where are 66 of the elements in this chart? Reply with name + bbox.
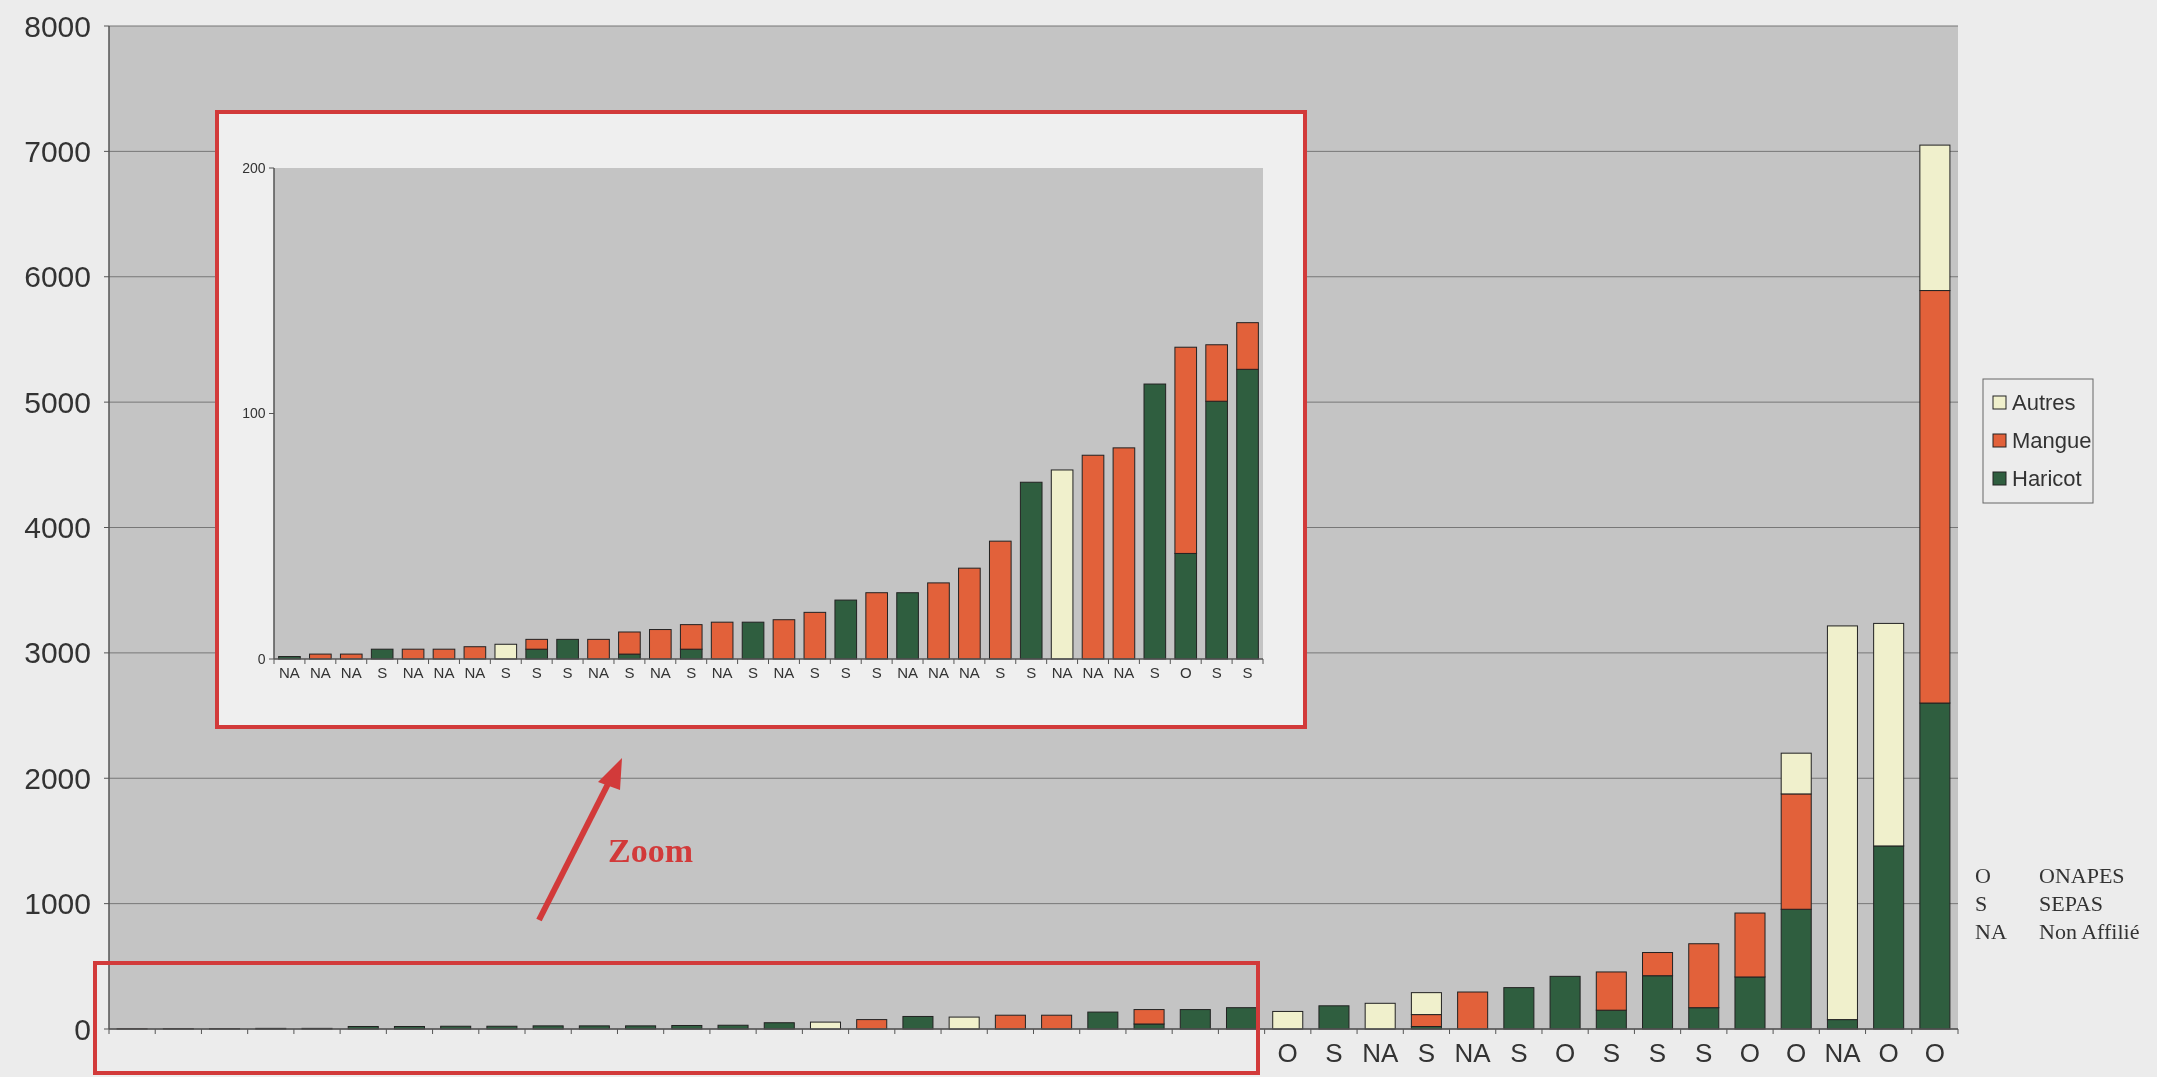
x-tick-label: NA [1051, 663, 1073, 681]
y-tick-label: 200 [242, 159, 266, 176]
x-tick-label: S [809, 663, 820, 681]
x-tick-label: S [624, 663, 635, 681]
x-tick-label: S [1149, 663, 1160, 681]
x-tick-label: S [531, 663, 542, 681]
x-tick-label: S [1211, 663, 1222, 681]
x-tick-label: S [748, 663, 759, 681]
x-tick-label: NA [433, 663, 455, 681]
x-tick-label: S [562, 663, 573, 681]
y-tick-label: 4000 [24, 511, 91, 544]
x-tick-label: NA [649, 663, 671, 681]
x-tick-label: S [840, 663, 851, 681]
x-tick-label: S [1242, 663, 1253, 681]
x-tick-label: NA [588, 663, 609, 681]
x-tick-label: S [871, 663, 882, 681]
x-tick-label: S [1510, 1037, 1528, 1068]
x-tick-label: NA [1362, 1037, 1399, 1068]
text: O ONAPES [1975, 863, 2125, 888]
y-tick-label: 100 [242, 405, 266, 422]
x-tick-label: S [1417, 1037, 1436, 1068]
y-tick-label: 0 [257, 650, 266, 667]
x-tick-label: S [1602, 1037, 1620, 1068]
x-tick-label: NA [897, 663, 918, 681]
x-tick-label: NA [1454, 1037, 1492, 1068]
y-tick-label: 3000 [24, 636, 91, 670]
x-tick-label: NA [340, 663, 362, 681]
x-tick-label: NA [1113, 663, 1135, 681]
x-tick-label: NA [402, 663, 424, 681]
x-tick-label: S [1026, 663, 1037, 681]
x-tick-label: NA [279, 663, 300, 681]
x-tick-label: S [1695, 1037, 1713, 1068]
legend-label: Mangue [2012, 427, 2092, 453]
y-tick-label: 8000 [24, 9, 91, 43]
x-tick-label: S [377, 663, 388, 681]
legend-label: Autres [2012, 389, 2076, 415]
y-tick-label: 2000 [24, 761, 91, 795]
y-tick-label: 6000 [24, 260, 91, 294]
annotation: Zoom [608, 832, 693, 869]
x-tick-label: S [1325, 1037, 1343, 1068]
y-tick-label: 5000 [24, 385, 91, 419]
text: NA Non Affilié [1975, 919, 2140, 944]
x-tick-label: NA [711, 663, 733, 681]
x-tick-label: NA [464, 663, 486, 681]
text: S SEPAS [1975, 891, 2104, 916]
x-tick-label: S [1648, 1037, 1667, 1068]
x-tick-label: S [995, 663, 1006, 681]
x-tick-label: O [1179, 663, 1192, 681]
x-tick-label: NA [1824, 1037, 1862, 1068]
y-tick-label: 7000 [24, 134, 91, 168]
x-tick-label: O [1924, 1037, 1945, 1068]
y-tick-label: 1000 [24, 887, 91, 921]
x-tick-label: NA [1082, 663, 1104, 681]
x-tick-label: NA [309, 663, 331, 681]
y-tick-label: 0 [74, 1012, 91, 1046]
legend-label: Haricot [2012, 465, 2082, 491]
x-tick-label: NA [958, 663, 980, 681]
x-tick-label: S [500, 663, 511, 681]
x-tick-label: NA [928, 663, 949, 681]
x-tick-label: O [1554, 1037, 1576, 1068]
x-tick-label: S [686, 663, 697, 681]
x-tick-label: O [1277, 1037, 1298, 1068]
x-tick-label: O [1786, 1037, 1807, 1068]
x-tick-label: NA [773, 663, 795, 681]
x-tick-label: O [1878, 1037, 1899, 1068]
x-tick-label: O [1739, 1037, 1761, 1068]
